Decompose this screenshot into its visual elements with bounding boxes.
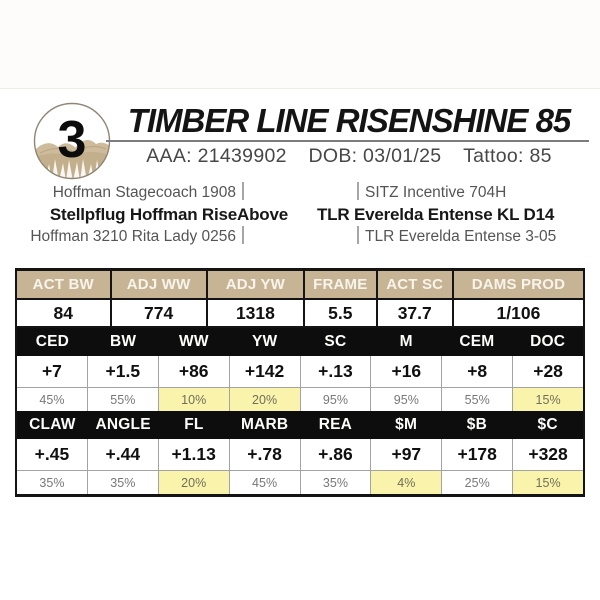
percentile-cell: 15% — [513, 471, 583, 494]
lot-number: 3 — [58, 111, 87, 169]
sire-block: Hoffman Stagecoach 1908 Stellpflug Hoffm… — [0, 182, 288, 248]
epd-table-2: CLAW ANGLE FL MARB REA $M $B $C +.45 +.4… — [15, 411, 585, 497]
epd-value: +.78 — [229, 439, 301, 471]
col-header: $B — [441, 411, 513, 439]
col-header: DAMS PROD — [453, 271, 583, 298]
value-cell: 774 — [111, 298, 208, 326]
percentile-cell: 55% — [87, 388, 159, 411]
pedigree-divider — [242, 226, 244, 245]
percentile-cell: 20% — [158, 471, 230, 494]
dam-grandsire: SITZ Incentive 704H — [317, 182, 600, 204]
performance-value-row: 84 774 1318 5.5 37.7 1/106 — [17, 298, 583, 326]
value-cell: 1/106 — [453, 298, 583, 326]
percentile-cell: 35% — [300, 471, 372, 494]
col-header: MARB — [229, 411, 300, 439]
epd-value: +28 — [513, 356, 583, 388]
col-header: YW — [229, 328, 300, 356]
registration-line: AAA: 21439902 DOB: 03/01/25 Tattoo: 85 — [108, 145, 590, 168]
epd2-header-row: CLAW ANGLE FL MARB REA $M $B $C — [17, 411, 583, 439]
col-header: $C — [512, 411, 583, 439]
photo-bottom-edge — [0, 0, 600, 89]
epd-value: +86 — [158, 356, 230, 388]
col-header: $M — [370, 411, 442, 439]
percentile-cell: 4% — [371, 471, 443, 494]
title-underline — [106, 140, 589, 142]
col-header: ACT SC — [377, 271, 454, 298]
epd-table-1: CED BW WW YW SC M CEM DOC +7 +1.5 +86 +1… — [15, 328, 585, 411]
value-cell: 84 — [17, 298, 112, 326]
col-header: DOC — [512, 328, 583, 356]
epd-value: +1.5 — [87, 356, 159, 388]
epd-value: +142 — [229, 356, 301, 388]
col-header: ACT BW — [17, 271, 112, 298]
epd-value: +1.13 — [158, 439, 230, 471]
value-cell: 1318 — [207, 298, 306, 326]
col-header: M — [370, 328, 442, 356]
col-header: SC — [300, 328, 371, 356]
dam-granddam: TLR Everelda Entense 3-05 — [317, 226, 600, 248]
percentile-cell: 20% — [229, 388, 301, 411]
col-header: ANGLE — [87, 411, 159, 439]
percentile-cell: 55% — [442, 388, 514, 411]
epd1-header-row: CED BW WW YW SC M CEM DOC — [17, 328, 583, 356]
percentile-cell: 15% — [513, 388, 583, 411]
epd-value: +7 — [17, 356, 88, 388]
epd1-percentile-row: 45% 55% 10% 20% 95% 95% 55% 15% — [17, 388, 583, 411]
pedigree-divider — [357, 182, 359, 201]
epd-value: +.44 — [87, 439, 159, 471]
birth-date: DOB: 03/01/25 — [308, 145, 442, 167]
percentile-cell: 95% — [371, 388, 443, 411]
data-tables: ACT BW ADJ WW ADJ YW FRAME ACT SC DAMS P… — [15, 268, 585, 497]
col-header: CEM — [441, 328, 513, 356]
col-header: FRAME — [305, 271, 378, 298]
lot-badge: 3 — [32, 101, 112, 181]
col-header: ADJ YW — [207, 271, 306, 298]
percentile-cell: 35% — [17, 471, 88, 494]
pedigree-divider — [242, 182, 244, 201]
epd-value: +16 — [371, 356, 443, 388]
sire-granddam: Hoffman 3210 Rita Lady 0256 — [0, 226, 288, 248]
percentile-cell: 10% — [158, 388, 230, 411]
epd-value: +178 — [442, 439, 514, 471]
epd2-value-row: +.45 +.44 +1.13 +.78 +.86 +97 +178 +328 — [17, 439, 583, 471]
col-header: FL — [158, 411, 230, 439]
value-cell: 37.7 — [377, 298, 454, 326]
title-block: TIMBER LINE RISENSHINE 85 — [108, 102, 590, 140]
col-header: ADJ WW — [111, 271, 208, 298]
col-header: CED — [17, 328, 88, 356]
performance-table: ACT BW ADJ WW ADJ YW FRAME ACT SC DAMS P… — [15, 268, 585, 328]
epd-value: +97 — [371, 439, 443, 471]
epd-value: +328 — [513, 439, 583, 471]
pedigree: Hoffman Stagecoach 1908 Stellpflug Hoffm… — [0, 182, 600, 420]
dam-name: TLR Everelda Entense KL D14 — [317, 205, 555, 224]
col-header: CLAW — [17, 411, 88, 439]
value-cell: 5.5 — [305, 298, 378, 326]
epd2-percentile-row: 35% 35% 20% 45% 35% 4% 25% 15% — [17, 471, 583, 494]
percentile-cell: 45% — [229, 471, 301, 494]
pedigree-divider — [357, 226, 359, 245]
col-header: BW — [87, 328, 159, 356]
epd-value: +8 — [442, 356, 514, 388]
epd-value: +.86 — [300, 439, 372, 471]
tattoo: Tattoo: 85 — [463, 145, 552, 167]
dam-block: SITZ Incentive 704H TLR Everelda Entense… — [317, 182, 600, 248]
percentile-cell: 95% — [300, 388, 372, 411]
registration-number: AAA: 21439902 — [146, 145, 287, 167]
sire-name: Stellpflug Hoffman RiseAbove — [49, 205, 288, 224]
percentile-cell: 45% — [17, 388, 88, 411]
epd-value: +.45 — [17, 439, 88, 471]
epd-value: +.13 — [300, 356, 372, 388]
percentile-cell: 25% — [442, 471, 514, 494]
col-header: REA — [300, 411, 371, 439]
col-header: WW — [158, 328, 230, 356]
mountain-badge-icon: 3 — [33, 102, 111, 180]
performance-header-row: ACT BW ADJ WW ADJ YW FRAME ACT SC DAMS P… — [17, 271, 583, 298]
percentile-cell: 35% — [87, 471, 159, 494]
animal-name-title: TIMBER LINE RISENSHINE 85 — [127, 102, 572, 139]
sire-grandsire: Hoffman Stagecoach 1908 — [0, 182, 288, 204]
epd1-value-row: +7 +1.5 +86 +142 +.13 +16 +8 +28 — [17, 356, 583, 388]
